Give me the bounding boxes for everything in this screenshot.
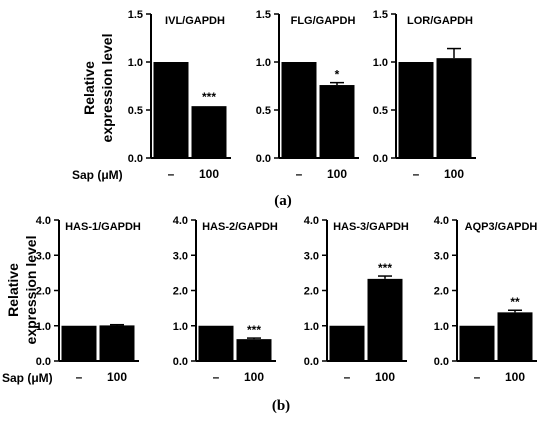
panel-a-ylabel: Relative expression level xyxy=(81,34,115,143)
bar xyxy=(191,106,227,158)
significance-label: *** xyxy=(202,90,216,104)
y-tick-label: 1.5 xyxy=(128,9,143,21)
y-tick-label: 2.0 xyxy=(36,286,51,298)
y-tick-label: 0.0 xyxy=(256,153,271,165)
y-tick-label: 0.0 xyxy=(173,356,188,368)
y-tick-label: 0.0 xyxy=(36,356,51,368)
y-tick-label: 0.5 xyxy=(373,105,388,117)
y-tick-label: 0.0 xyxy=(128,153,143,165)
panel-b-ylabel-line1: Relative xyxy=(5,263,21,317)
x-tick-label: 100 xyxy=(107,370,127,384)
y-tick-label: 1.0 xyxy=(373,57,388,69)
panel-b-ylabel: Relative expression level xyxy=(5,236,39,345)
panel-b-ylabel-line2: expression level xyxy=(23,236,39,345)
x-tick-label: 100 xyxy=(327,167,347,181)
x-tick-label: – xyxy=(213,370,220,384)
y-tick-label: 3.0 xyxy=(173,250,188,262)
bar xyxy=(319,85,355,158)
plot-title: FLG/GAPDH xyxy=(291,15,356,27)
plot-2: 0.0 0.5 1.0 1.5 FLG/GAPDH – * 100 xyxy=(256,9,359,181)
bar xyxy=(61,325,97,361)
y-tick-label: 1.0 xyxy=(256,57,271,69)
plot-4: 0.0 1.0 2.0 3.0 4.0 HAS-1/GAPDH – 100 xyxy=(36,215,141,384)
bar xyxy=(153,62,189,158)
y-tick-label: 3.0 xyxy=(36,250,51,262)
significance-label: *** xyxy=(247,323,261,337)
panel-a-ylabel-line1: Relative xyxy=(81,61,97,115)
x-tick-label: 100 xyxy=(375,370,395,384)
plot-7: 0.0 1.0 2.0 3.0 4.0 AQP3/GAPDH – ** 100 xyxy=(434,215,538,384)
x-tick-label: 100 xyxy=(199,167,219,181)
bar xyxy=(459,325,495,361)
y-tick-label: 3.0 xyxy=(304,250,319,262)
y-tick-label: 0.0 xyxy=(304,356,319,368)
significance-label: *** xyxy=(378,261,392,275)
x-tick-label: 100 xyxy=(244,370,264,384)
plot-3: 0.0 0.5 1.0 1.5 LOR/GAPDH – 100 xyxy=(373,9,476,181)
plot-6: 0.0 1.0 2.0 3.0 4.0 HAS-3/GAPDH – *** 100 xyxy=(304,215,409,384)
plot-title: HAS-3/GAPDH xyxy=(333,221,409,233)
y-tick-label: 1.0 xyxy=(36,321,51,333)
bar xyxy=(281,62,317,158)
y-tick-label: 4.0 xyxy=(434,215,449,227)
plot-1: 0.0 0.5 1.0 1.5 IVL/GAPDH – *** 100 xyxy=(128,9,231,181)
plot-title: IVL/GAPDH xyxy=(165,15,225,27)
x-tick-label: – xyxy=(474,370,481,384)
y-tick-label: 4.0 xyxy=(36,215,51,227)
bar xyxy=(198,325,234,361)
panel-b-xlabel: Sap (μM) xyxy=(2,371,53,385)
bar xyxy=(99,325,135,361)
x-tick-label: – xyxy=(296,167,303,181)
x-tick-label: 100 xyxy=(444,167,464,181)
bar xyxy=(236,339,272,361)
y-tick-label: 4.0 xyxy=(173,215,188,227)
significance-label: * xyxy=(335,68,340,82)
x-tick-label: – xyxy=(344,370,351,384)
panel-a-ylabel-line2: expression level xyxy=(99,34,115,143)
bar xyxy=(497,312,533,361)
significance-label: ** xyxy=(510,295,520,309)
panel-a-label: (a) xyxy=(274,193,292,209)
y-tick-label: 4.0 xyxy=(304,215,319,227)
x-tick-label: – xyxy=(168,167,175,181)
plot-5: 0.0 1.0 2.0 3.0 4.0 HAS-2/GAPDH – *** 100 xyxy=(173,215,278,384)
bar xyxy=(436,58,472,158)
bar xyxy=(398,62,434,158)
y-tick-label: 1.5 xyxy=(373,9,388,21)
y-tick-label: 1.0 xyxy=(434,321,449,333)
y-tick-label: 0.5 xyxy=(128,105,143,117)
bar xyxy=(367,278,403,361)
y-tick-label: 1.0 xyxy=(304,321,319,333)
x-tick-label: 100 xyxy=(505,370,525,384)
y-tick-label: 3.0 xyxy=(434,250,449,262)
panel-b-label: (b) xyxy=(272,398,290,414)
y-tick-label: 2.0 xyxy=(434,286,449,298)
y-tick-label: 1.0 xyxy=(128,57,143,69)
y-tick-label: 2.0 xyxy=(173,286,188,298)
y-tick-label: 1.5 xyxy=(256,9,271,21)
bar xyxy=(329,325,365,361)
plot-title: AQP3/GAPDH xyxy=(465,221,538,233)
y-tick-label: 0.0 xyxy=(434,356,449,368)
x-tick-label: – xyxy=(76,370,83,384)
plot-title: HAS-2/GAPDH xyxy=(202,221,278,233)
x-tick-label: – xyxy=(413,167,420,181)
y-tick-label: 0.5 xyxy=(256,105,271,117)
y-tick-label: 0.0 xyxy=(373,153,388,165)
plots: 0.00.51.01.5 IVL/GAPDH–***1000.00.51.01.5… xyxy=(36,9,538,384)
panel-a-xlabel: Sap (μM) xyxy=(72,168,123,182)
y-tick-label: 1.0 xyxy=(173,321,188,333)
plot-title: LOR/GAPDH xyxy=(407,15,473,27)
y-tick-label: 2.0 xyxy=(304,286,319,298)
plot-title: HAS-1/GAPDH xyxy=(65,221,141,233)
